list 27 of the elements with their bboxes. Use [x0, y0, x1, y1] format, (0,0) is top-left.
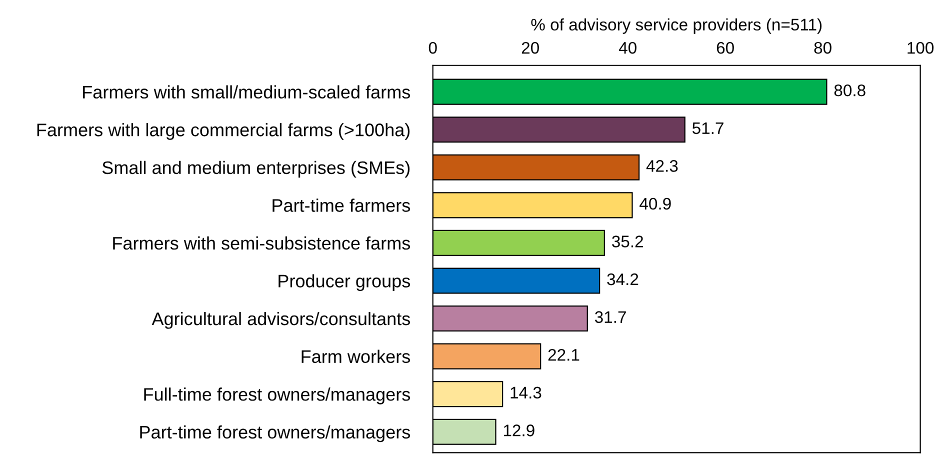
- y-tick-label: Small and medium enterprises (SMEs): [102, 160, 410, 178]
- y-tick-label: Farmers with small/medium-scaled farms: [83, 85, 410, 99]
- data-label: 12.9: [504, 424, 534, 436]
- y-tick-label: Part-time forest owners/managers: [140, 425, 410, 442]
- x-tick-label: 100: [908, 42, 934, 54]
- x-tick-label: 40: [618, 42, 636, 54]
- y-tick-label: Part-time farmers: [272, 198, 410, 212]
- y-tick-label: Producer groups: [278, 274, 410, 292]
- y-tick-label: Farmers with large commercial farms (>100ha): [37, 123, 410, 140]
- x-tick-label: 0: [428, 42, 437, 54]
- data-label: 51.7: [692, 122, 724, 134]
- y-tick-label: Agricultural advisors/consultants: [152, 312, 410, 329]
- data-label: 42.3: [646, 160, 678, 172]
- y-tick-label: Farmers with semi-subsistence farms: [113, 236, 410, 250]
- x-tick-label: 60: [716, 42, 734, 54]
- data-label: 40.9: [640, 198, 671, 210]
- data-label: 14.3: [510, 386, 542, 399]
- data-label: 35.2: [612, 236, 643, 248]
- data-label: 34.2: [607, 273, 638, 286]
- x-tick-label: 20: [522, 42, 539, 54]
- y-tick-label: Farm workers: [302, 350, 410, 364]
- data-label: 31.7: [594, 311, 626, 323]
- y-tick-label: Full-time forest owners/managers: [144, 388, 410, 404]
- x-tick-label: 80: [814, 42, 832, 54]
- x-axis-title: % of advisory service providers (n=511): [531, 18, 822, 34]
- data-label: 22.1: [548, 348, 580, 361]
- data-label: 80.8: [834, 84, 866, 96]
